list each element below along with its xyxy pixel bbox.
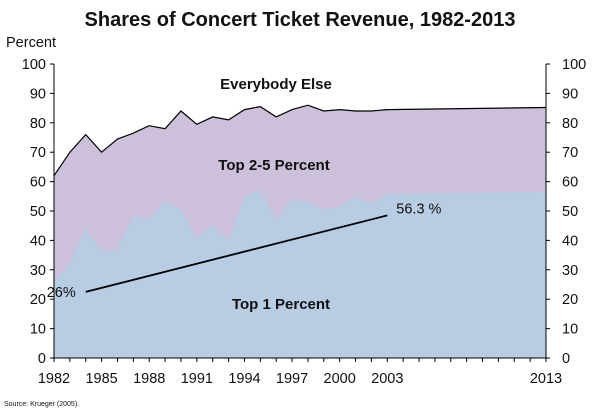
y-tick-label-left-20: 20 (30, 292, 46, 308)
y-tick-label-left-90: 90 (30, 86, 46, 102)
axes: 0 0 10 10 20 20 30 30 40 40 50 50 60 60 70 70 80 80 90 90 10… (22, 57, 586, 387)
x-tick-label-2000: 2000 (324, 371, 356, 387)
plot-areas (53, 64, 547, 358)
y-tick-label-right-10: 10 (562, 322, 578, 338)
x-tick-label-1997: 1997 (276, 371, 308, 387)
trend-line (85, 214, 388, 293)
y-tick-label-left-10: 10 (30, 322, 46, 338)
y-tick-label-left-80: 80 (30, 116, 46, 132)
y-axis-label: Percent (6, 35, 56, 51)
y-tick-label-left-70: 70 (30, 145, 46, 161)
y-tick-label-left-100: 100 (22, 57, 46, 73)
y-tick-label-right-70: 70 (562, 145, 578, 161)
x-tick-label-1985: 1985 (85, 371, 117, 387)
source-note: Source: Krueger (2005). (4, 401, 79, 408)
trend-end-label: 56.3 % (396, 201, 441, 217)
y-tick-label-left-40: 40 (30, 233, 46, 249)
y-tick-label-left-60: 60 (30, 175, 46, 191)
y-tick-label-right-30: 30 (562, 263, 578, 279)
trend-start-label: 26% (47, 285, 76, 301)
y-tick-label-right-0: 0 (562, 351, 570, 367)
y-tick-label-right-20: 20 (562, 292, 578, 308)
x-tick-label-1994: 1994 (228, 371, 260, 387)
x-tick-label-2003: 2003 (371, 371, 403, 387)
band-labels: 26% 56.3 % Everybody Else Top 2-5 Percent To… (47, 76, 442, 313)
y-tick-label-left-50: 50 (30, 204, 46, 220)
band-label-top-2-5-percent: Top 2-5 Percent (218, 157, 329, 174)
y-tick-label-right-90: 90 (562, 86, 578, 102)
y-tick-label-right-50: 50 (562, 204, 578, 220)
y-tick-label-right-40: 40 (562, 233, 578, 249)
y-tick-label-right-100: 100 (562, 57, 586, 73)
x-tick-label-1988: 1988 (133, 371, 165, 387)
area-top-1-percent (54, 190, 546, 358)
y-tick-label-right-80: 80 (562, 116, 578, 132)
y-tick-label-left-30: 30 (30, 263, 46, 279)
chart-title: Shares of Concert Ticket Revenue, 1982-2… (85, 9, 516, 31)
band-label-top-1-percent: Top 1 Percent (232, 296, 330, 313)
x-tick-label-1991: 1991 (181, 371, 213, 387)
x-tick-label-2013: 2013 (530, 371, 562, 387)
y-tick-label-left-0: 0 (38, 351, 46, 367)
x-tick-label-1982: 1982 (38, 371, 70, 387)
band-label-everybody-else: Everybody Else (220, 76, 332, 93)
series-line-top-2-5-percent (53, 104, 547, 177)
y-tick-label-right-60: 60 (562, 175, 578, 191)
